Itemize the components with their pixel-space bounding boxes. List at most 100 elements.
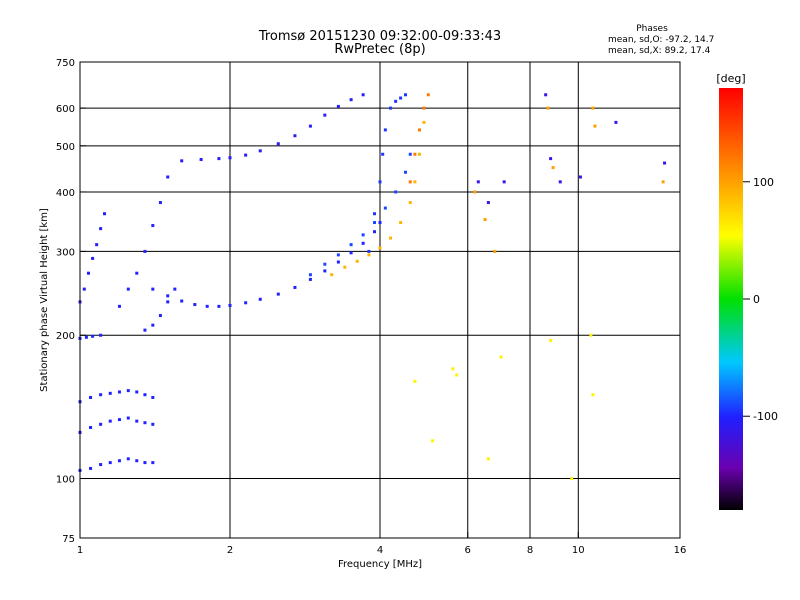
data-point xyxy=(361,241,365,245)
phases-stat-o: mean, sd,O: -97.2, 14.7 xyxy=(608,35,714,45)
data-point xyxy=(408,180,412,184)
data-point xyxy=(308,277,312,281)
data-point xyxy=(349,251,353,255)
data-point xyxy=(180,299,184,303)
data-point xyxy=(108,419,112,423)
data-point xyxy=(99,333,103,337)
data-point xyxy=(151,395,155,399)
x-axis-label: Frequency [MHz] xyxy=(338,559,422,570)
data-point xyxy=(89,425,93,429)
data-point xyxy=(166,294,170,298)
data-point xyxy=(549,157,553,161)
data-point xyxy=(205,304,209,308)
data-point xyxy=(473,190,477,194)
data-point xyxy=(389,106,393,110)
data-point xyxy=(293,134,297,138)
data-point xyxy=(383,206,387,210)
data-point xyxy=(422,120,426,124)
data-point xyxy=(103,212,107,216)
data-point xyxy=(663,161,667,165)
data-point xyxy=(381,152,385,156)
data-point xyxy=(108,461,112,465)
colorbar xyxy=(719,88,743,510)
data-point xyxy=(394,190,398,194)
x-axis-ticks: 1 2 4 6 8 10 16 xyxy=(77,532,686,556)
y-tick-label: 75 xyxy=(62,534,75,545)
data-point xyxy=(422,106,426,110)
data-point xyxy=(193,303,197,307)
data-point xyxy=(143,461,147,465)
data-point xyxy=(367,249,371,253)
data-point xyxy=(99,393,103,397)
data-point xyxy=(361,93,365,97)
data-point xyxy=(486,457,490,461)
data-point xyxy=(408,152,412,156)
data-point xyxy=(451,367,455,371)
data-point xyxy=(361,233,365,237)
data-point xyxy=(126,457,130,461)
data-point xyxy=(591,106,595,110)
data-point xyxy=(593,124,597,128)
data-point xyxy=(126,416,130,420)
data-point xyxy=(258,149,262,153)
data-point xyxy=(408,201,412,205)
data-point xyxy=(151,224,155,228)
data-point xyxy=(355,259,359,263)
data-point xyxy=(399,96,403,100)
data-point xyxy=(373,230,377,234)
data-point xyxy=(84,335,88,339)
y-tick-label: 200 xyxy=(56,331,75,342)
data-point xyxy=(99,463,103,467)
data-point xyxy=(143,393,147,397)
data-point xyxy=(614,120,618,124)
data-point xyxy=(378,221,382,225)
data-point xyxy=(308,273,312,277)
data-point xyxy=(349,98,353,102)
data-point xyxy=(455,373,459,377)
data-point xyxy=(502,180,506,184)
data-point xyxy=(544,93,548,97)
data-point xyxy=(86,271,90,275)
y-tick-label: 600 xyxy=(56,104,75,115)
data-point xyxy=(426,93,430,97)
data-point xyxy=(82,287,86,291)
data-point xyxy=(217,157,221,161)
data-point xyxy=(151,422,155,426)
x-tick-label: 8 xyxy=(527,545,533,556)
x-tick-label: 2 xyxy=(227,545,233,556)
data-point xyxy=(323,113,327,117)
y-axis-ticks: 75 100 200 300 400 500 600 750 xyxy=(56,58,86,545)
data-point xyxy=(158,201,162,205)
y-axis-label: Stationary phase Virtual Height [km] xyxy=(39,208,50,392)
colorbar-ticks: 100 0 -100 xyxy=(743,176,778,423)
data-point xyxy=(349,243,353,247)
y-tick-label: 100 xyxy=(56,475,75,486)
data-point xyxy=(403,93,407,97)
data-point xyxy=(158,314,162,318)
data-point xyxy=(143,328,147,332)
data-point xyxy=(336,260,340,264)
data-point xyxy=(493,249,497,253)
colorbar-tick-label: 0 xyxy=(753,293,760,306)
y-tick-label: 400 xyxy=(56,188,75,199)
data-point xyxy=(413,379,417,383)
data-point xyxy=(403,170,407,174)
data-points xyxy=(78,93,667,481)
data-point xyxy=(108,391,112,395)
grid-lines xyxy=(80,62,680,538)
data-point xyxy=(143,249,147,253)
data-point xyxy=(373,212,377,216)
data-point xyxy=(151,461,155,465)
data-point xyxy=(143,421,147,425)
data-point xyxy=(99,227,103,231)
data-point xyxy=(323,262,327,266)
data-point xyxy=(173,287,177,291)
data-point xyxy=(549,338,553,342)
data-point xyxy=(117,304,121,308)
phases-stat-x: mean, sd,X: 89.2, 17.4 xyxy=(608,46,711,56)
data-point xyxy=(166,175,170,179)
data-point xyxy=(135,419,139,423)
data-point xyxy=(244,301,248,305)
data-point xyxy=(126,287,130,291)
